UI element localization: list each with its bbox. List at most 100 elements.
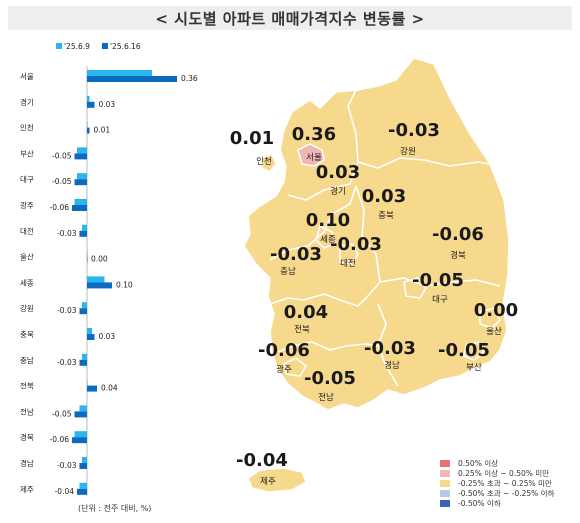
category-label: 대전 <box>20 226 34 236</box>
bar <box>74 411 87 418</box>
category-label: 세종 <box>20 278 34 287</box>
legend-label: '25.6.16 <box>110 42 141 51</box>
category-label: 충남 <box>20 356 34 365</box>
map-legend-item: 0.25% 이상 ~ 0.50% 미만 <box>440 468 549 479</box>
map-value-label: 0.36 <box>292 124 336 145</box>
map-region-label: 제주 <box>260 477 276 487</box>
map-legend-swatch <box>440 470 450 477</box>
map-value-label: -0.03 <box>364 338 416 359</box>
category-label: 인천 <box>20 123 34 133</box>
bar <box>77 488 87 495</box>
map-value-label: -0.03 <box>270 244 322 265</box>
map-legend-swatch <box>440 460 450 467</box>
bar <box>72 205 87 211</box>
map-value-label: -0.03 <box>388 120 440 141</box>
map-legend-swatch <box>440 500 450 507</box>
bar <box>87 127 90 134</box>
value-label: -0.04 <box>55 487 75 496</box>
map-region-label: 전북 <box>294 324 310 335</box>
map-value-label: 0.10 <box>306 210 350 231</box>
map-value-label: 0.00 <box>474 300 518 321</box>
map-region-label: 광주 <box>276 364 292 375</box>
map-region-label: 경남 <box>384 360 400 371</box>
bar <box>79 405 87 412</box>
bar <box>82 302 87 309</box>
map-region-label: 경북 <box>450 250 466 261</box>
bar <box>72 437 87 444</box>
map-region-label: 경기 <box>330 186 346 197</box>
category-label: 제주 <box>20 485 34 494</box>
map-regions <box>243 57 510 493</box>
map-region-label: 인천 <box>256 156 272 167</box>
bar <box>82 353 87 360</box>
value-label: -0.05 <box>52 409 72 418</box>
category-label: 전북 <box>20 381 34 391</box>
map-legend-swatch <box>440 480 450 487</box>
category-label: 서울 <box>20 72 34 81</box>
map-value-label: -0.06 <box>432 224 484 245</box>
bar <box>74 153 87 160</box>
category-label: 경기 <box>20 97 34 107</box>
bar <box>87 328 92 334</box>
map-borders <box>269 89 501 387</box>
map-legend-label: 0.50% 이상 <box>458 459 499 468</box>
value-label: 0.03 <box>99 100 116 109</box>
category-label: 대구 <box>20 175 34 184</box>
bar <box>87 76 177 82</box>
region-jeju <box>247 467 307 493</box>
map-value-label: -0.05 <box>412 270 464 291</box>
bar <box>82 224 87 231</box>
category-label: 경북 <box>20 432 34 442</box>
bar <box>82 457 87 463</box>
map-region-label: 충남 <box>280 267 296 277</box>
bar <box>79 359 87 366</box>
map-region-label: 울산 <box>486 326 502 337</box>
map-legend-label: -0.50% 초과 ~ -0.25% 이하 <box>458 489 555 498</box>
value-label: 0.03 <box>99 332 116 341</box>
map-value-label: 0.03 <box>316 162 360 183</box>
category-label: 광주 <box>20 200 34 210</box>
bar <box>79 308 87 315</box>
chart-title: < 시도별 아파트 매매가격지수 변동률 > <box>8 6 572 30</box>
bar <box>77 173 87 180</box>
value-label: -0.06 <box>50 435 70 444</box>
bar <box>87 276 105 283</box>
bar <box>74 199 87 205</box>
bar <box>87 282 112 289</box>
bar <box>79 463 87 469</box>
bar <box>87 256 88 263</box>
map-value-label: -0.03 <box>330 234 382 255</box>
map-region-label: 강원 <box>400 146 416 157</box>
value-label: -0.03 <box>57 461 77 470</box>
category-label: 울산 <box>20 252 34 262</box>
map-value-label: 0.03 <box>362 186 406 207</box>
map-region-label: 부산 <box>466 362 482 373</box>
map-value-label: 0.01 <box>230 128 274 149</box>
region-incheon <box>261 153 277 173</box>
bar <box>79 230 87 237</box>
category-label: 경남 <box>20 458 34 468</box>
category-label: 충북 <box>20 330 34 339</box>
map-region-label: 충북 <box>378 211 394 221</box>
map-region-label: 대전 <box>340 258 356 269</box>
map-legend-item: 0.50% 이상 <box>440 458 498 469</box>
value-label: -0.05 <box>52 151 72 160</box>
bar <box>87 95 90 102</box>
map-value-label: -0.05 <box>304 368 356 389</box>
category-label: 전남 <box>20 406 34 416</box>
value-label: 0.10 <box>116 280 133 289</box>
bar <box>87 121 88 128</box>
value-label: 0.36 <box>181 74 198 83</box>
map-value-label: -0.06 <box>258 340 310 361</box>
map-region-label: 전남 <box>318 392 334 403</box>
bar <box>77 147 87 154</box>
map-legend-swatch <box>440 490 450 497</box>
value-label: -0.03 <box>57 306 77 315</box>
bar <box>74 431 87 438</box>
map-legend-label: -0.50% 이하 <box>458 499 501 508</box>
legend-swatch <box>56 43 62 49</box>
map-legend-item: -0.50% 이하 <box>440 498 501 509</box>
unit-note: (단위 : 전주 대비, %) <box>78 504 152 513</box>
bar <box>79 482 87 489</box>
map-legend-label: -0.25% 초과 ~ 0.25% 미만 <box>458 479 552 488</box>
